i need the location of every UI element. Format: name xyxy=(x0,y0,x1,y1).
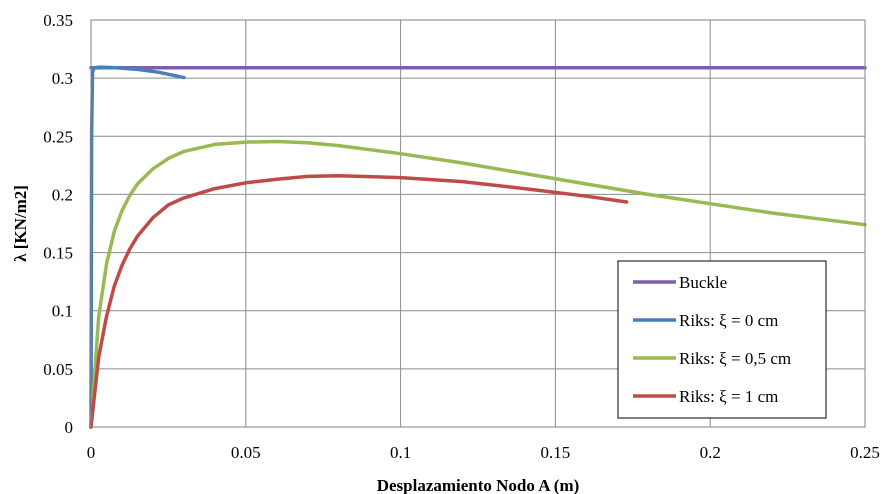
x-tick-label: 0.25 xyxy=(850,443,880,462)
y-tick-label: 0.1 xyxy=(52,302,73,321)
x-tick-label: 0.2 xyxy=(700,443,721,462)
y-tick-label: 0.2 xyxy=(52,185,73,204)
series-line-4 xyxy=(89,174,629,429)
series-layer xyxy=(89,65,867,429)
legend-label: Buckle xyxy=(679,273,727,292)
x-axis-title: Desplazamiento Nodo A (m) xyxy=(377,476,580,494)
y-tick-label: 0.3 xyxy=(52,69,73,88)
series-line-2 xyxy=(89,65,186,429)
plot-border xyxy=(90,19,866,428)
y-tick-label: 0.25 xyxy=(43,127,73,146)
series-line-3 xyxy=(89,139,867,429)
legend-label: Riks: ξ = 0 cm xyxy=(679,311,778,330)
legend: Buckle Riks: ξ = 0 cm Riks: ξ = 0,5 cm Riks… xyxy=(617,260,827,419)
y-tick-label: 0.35 xyxy=(43,11,73,30)
x-tick-label: 0.05 xyxy=(231,443,261,462)
legend-label: Riks: ξ = 1 cm xyxy=(679,387,778,406)
y-tick-label: 0 xyxy=(65,418,74,437)
y-tick-label: 0.15 xyxy=(43,244,73,263)
y-tick-label: 0.05 xyxy=(43,360,73,379)
x-tick-label: 0.1 xyxy=(390,443,411,462)
x-tick-label: 0.15 xyxy=(541,443,571,462)
legend-label: Riks: ξ = 0,5 cm xyxy=(679,349,791,368)
x-tick-label: 0 xyxy=(87,443,96,462)
x-tick-labels: 0 0.05 0.1 0.15 0.2 0.25 xyxy=(87,443,880,462)
y-axis-title: λ [KN/m2] xyxy=(11,185,30,262)
y-tick-labels: 0 0.05 0.1 0.15 0.2 0.25 0.3 0.35 xyxy=(43,11,73,437)
legend-box xyxy=(617,260,827,419)
